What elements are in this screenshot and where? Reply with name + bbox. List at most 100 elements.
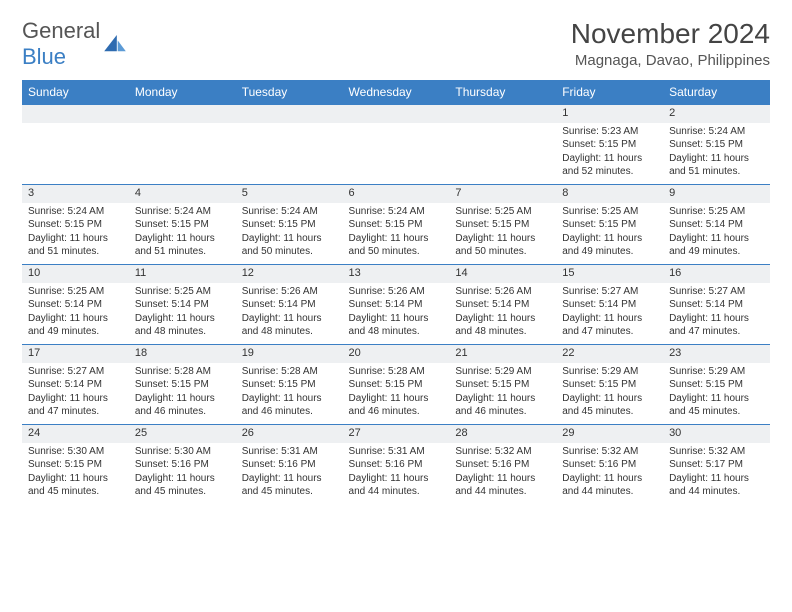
day-number-cell: 22 <box>556 345 663 363</box>
sunset-text: Sunset: 5:14 PM <box>669 218 764 232</box>
sunset-text: Sunset: 5:16 PM <box>562 458 657 472</box>
sunset-text: Sunset: 5:14 PM <box>135 298 230 312</box>
day-cell: Sunrise: 5:25 AMSunset: 5:14 PMDaylight:… <box>129 283 236 345</box>
day-cell: Sunrise: 5:24 AMSunset: 5:15 PMDaylight:… <box>663 123 770 185</box>
day-number-cell: 19 <box>236 345 343 363</box>
daylight-text-2: and 49 minutes. <box>669 245 764 259</box>
sunrise-text: Sunrise: 5:24 AM <box>669 125 764 139</box>
sunrise-text: Sunrise: 5:25 AM <box>135 285 230 299</box>
daylight-text-2: and 44 minutes. <box>562 485 657 499</box>
daylight-text-1: Daylight: 11 hours <box>135 312 230 326</box>
daylight-text-1: Daylight: 11 hours <box>242 472 337 486</box>
day-number-cell: 16 <box>663 265 770 283</box>
sunset-text: Sunset: 5:15 PM <box>562 378 657 392</box>
sunset-text: Sunset: 5:14 PM <box>242 298 337 312</box>
sunrise-text: Sunrise: 5:24 AM <box>28 205 123 219</box>
day-number-cell: 9 <box>663 185 770 203</box>
daylight-text-1: Daylight: 11 hours <box>669 232 764 246</box>
daylight-text-2: and 46 minutes. <box>349 405 444 419</box>
daylight-text-1: Daylight: 11 hours <box>562 392 657 406</box>
day-cell: Sunrise: 5:29 AMSunset: 5:15 PMDaylight:… <box>663 363 770 425</box>
day-cell: Sunrise: 5:27 AMSunset: 5:14 PMDaylight:… <box>663 283 770 345</box>
daylight-text-1: Daylight: 11 hours <box>349 472 444 486</box>
daylight-text-2: and 47 minutes. <box>28 405 123 419</box>
daylight-text-1: Daylight: 11 hours <box>28 472 123 486</box>
day-number-cell: 5 <box>236 185 343 203</box>
day-cell: Sunrise: 5:27 AMSunset: 5:14 PMDaylight:… <box>556 283 663 345</box>
daylight-text-2: and 45 minutes. <box>135 485 230 499</box>
sunset-text: Sunset: 5:15 PM <box>349 218 444 232</box>
daynum-row: 12 <box>22 105 770 123</box>
sunset-text: Sunset: 5:15 PM <box>562 138 657 152</box>
day-header: Monday <box>129 80 236 105</box>
daylight-text-2: and 49 minutes. <box>28 325 123 339</box>
day-number-cell: 24 <box>22 425 129 443</box>
daylight-text-1: Daylight: 11 hours <box>349 312 444 326</box>
daynum-row: 17181920212223 <box>22 345 770 363</box>
daylight-text-2: and 45 minutes. <box>669 405 764 419</box>
sunset-text: Sunset: 5:15 PM <box>28 218 123 232</box>
daylight-text-1: Daylight: 11 hours <box>455 312 550 326</box>
daylight-text-2: and 51 minutes. <box>135 245 230 259</box>
content-row: Sunrise: 5:27 AMSunset: 5:14 PMDaylight:… <box>22 363 770 425</box>
sunset-text: Sunset: 5:15 PM <box>135 378 230 392</box>
sunrise-text: Sunrise: 5:25 AM <box>455 205 550 219</box>
daylight-text-2: and 46 minutes. <box>135 405 230 419</box>
content-row: Sunrise: 5:23 AMSunset: 5:15 PMDaylight:… <box>22 123 770 185</box>
sunrise-text: Sunrise: 5:25 AM <box>562 205 657 219</box>
sunset-text: Sunset: 5:16 PM <box>455 458 550 472</box>
sunset-text: Sunset: 5:14 PM <box>669 298 764 312</box>
sunrise-text: Sunrise: 5:23 AM <box>562 125 657 139</box>
day-cell: Sunrise: 5:25 AMSunset: 5:14 PMDaylight:… <box>663 203 770 265</box>
sunrise-text: Sunrise: 5:29 AM <box>669 365 764 379</box>
daylight-text-2: and 48 minutes. <box>135 325 230 339</box>
sunset-text: Sunset: 5:15 PM <box>242 378 337 392</box>
daylight-text-1: Daylight: 11 hours <box>455 472 550 486</box>
day-cell: Sunrise: 5:30 AMSunset: 5:16 PMDaylight:… <box>129 443 236 505</box>
daylight-text-2: and 45 minutes. <box>242 485 337 499</box>
daylight-text-1: Daylight: 11 hours <box>349 392 444 406</box>
day-cell: Sunrise: 5:24 AMSunset: 5:15 PMDaylight:… <box>22 203 129 265</box>
day-number-cell: 28 <box>449 425 556 443</box>
sunset-text: Sunset: 5:14 PM <box>28 298 123 312</box>
day-cell: Sunrise: 5:23 AMSunset: 5:15 PMDaylight:… <box>556 123 663 185</box>
day-header: Wednesday <box>343 80 450 105</box>
day-cell: Sunrise: 5:32 AMSunset: 5:16 PMDaylight:… <box>449 443 556 505</box>
daylight-text-1: Daylight: 11 hours <box>135 392 230 406</box>
day-number-cell: 17 <box>22 345 129 363</box>
day-number-cell: 18 <box>129 345 236 363</box>
day-cell: Sunrise: 5:25 AMSunset: 5:15 PMDaylight:… <box>449 203 556 265</box>
daylight-text-2: and 45 minutes. <box>562 405 657 419</box>
day-number-cell: 6 <box>343 185 450 203</box>
daylight-text-1: Daylight: 11 hours <box>669 312 764 326</box>
sunrise-text: Sunrise: 5:31 AM <box>349 445 444 459</box>
day-cell: Sunrise: 5:30 AMSunset: 5:15 PMDaylight:… <box>22 443 129 505</box>
sail-icon <box>104 35 126 53</box>
day-number-cell: 12 <box>236 265 343 283</box>
day-header: Sunday <box>22 80 129 105</box>
daylight-text-2: and 51 minutes. <box>669 165 764 179</box>
day-number-cell: 27 <box>343 425 450 443</box>
daylight-text-1: Daylight: 11 hours <box>562 152 657 166</box>
sunrise-text: Sunrise: 5:31 AM <box>242 445 337 459</box>
sunrise-text: Sunrise: 5:26 AM <box>455 285 550 299</box>
daylight-text-2: and 47 minutes. <box>562 325 657 339</box>
day-cell: Sunrise: 5:29 AMSunset: 5:15 PMDaylight:… <box>556 363 663 425</box>
sunrise-text: Sunrise: 5:32 AM <box>669 445 764 459</box>
sunrise-text: Sunrise: 5:27 AM <box>669 285 764 299</box>
sunset-text: Sunset: 5:15 PM <box>242 218 337 232</box>
day-number-cell: 1 <box>556 105 663 123</box>
day-number-cell: 21 <box>449 345 556 363</box>
daylight-text-1: Daylight: 11 hours <box>455 232 550 246</box>
daylight-text-1: Daylight: 11 hours <box>562 232 657 246</box>
sunset-text: Sunset: 5:16 PM <box>242 458 337 472</box>
header: General Blue November 2024 Magnaga, Dava… <box>22 18 770 70</box>
sunrise-text: Sunrise: 5:30 AM <box>28 445 123 459</box>
sunrise-text: Sunrise: 5:26 AM <box>242 285 337 299</box>
day-cell: Sunrise: 5:24 AMSunset: 5:15 PMDaylight:… <box>236 203 343 265</box>
daylight-text-1: Daylight: 11 hours <box>28 312 123 326</box>
day-cell: Sunrise: 5:31 AMSunset: 5:16 PMDaylight:… <box>236 443 343 505</box>
daylight-text-1: Daylight: 11 hours <box>242 232 337 246</box>
day-header: Thursday <box>449 80 556 105</box>
day-number-cell: 2 <box>663 105 770 123</box>
